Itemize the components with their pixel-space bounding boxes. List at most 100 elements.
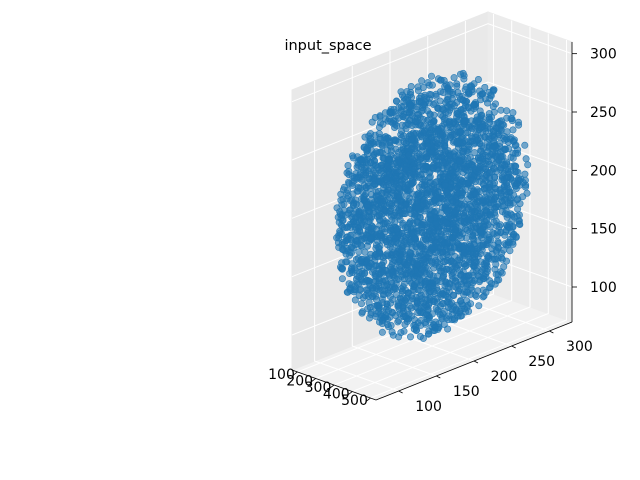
scatter-point (365, 263, 373, 271)
scatter-point (503, 188, 511, 196)
x-tick-label: 300 (305, 380, 332, 396)
scatter-point (514, 118, 522, 126)
scatter-point (407, 102, 415, 110)
scatter-point (372, 138, 380, 146)
scatter-point (397, 131, 405, 139)
scatter-point (360, 213, 368, 221)
scatter-point (441, 83, 449, 91)
scatter-point (378, 319, 386, 327)
scatter-point (427, 234, 435, 242)
scatter-point (366, 282, 374, 290)
scatter-point (397, 295, 405, 303)
scatter-point (443, 256, 451, 264)
scatter-point (444, 109, 452, 117)
scatter-point (441, 201, 449, 209)
scatter-point (464, 280, 472, 288)
y-tick-mark (436, 375, 441, 379)
scatter-point (401, 183, 409, 191)
scatter-point (524, 161, 532, 169)
scatter-point (428, 224, 436, 232)
x-tick-mark (348, 391, 353, 395)
scatter-point (352, 214, 360, 222)
scatter-point (419, 265, 427, 273)
scatter-point (470, 258, 478, 266)
scatter-point (509, 109, 517, 117)
scatter-point (427, 72, 435, 80)
scatter-point (457, 297, 465, 305)
scatter-point (494, 271, 502, 279)
scatter-point (441, 219, 449, 227)
scatter-point (443, 163, 451, 171)
scatter-point (479, 196, 487, 204)
scatter-point (358, 176, 366, 184)
scatter-point (453, 107, 461, 115)
scatter-point (436, 149, 444, 157)
scatter-point (383, 175, 391, 183)
y-tick-mark (549, 330, 554, 334)
scatter-point (374, 244, 382, 252)
scatter-point (361, 292, 369, 300)
scatter-point (497, 229, 505, 237)
scatter-point (337, 190, 345, 198)
scatter-point (391, 124, 399, 132)
axis-grid (291, 14, 573, 399)
scatter-point (421, 91, 429, 99)
scatter-point (367, 134, 375, 142)
scatter-point (502, 174, 510, 182)
scatter-point (450, 131, 458, 139)
scatter-point (344, 178, 352, 186)
scatter-point (386, 139, 394, 147)
scatter-point (428, 259, 436, 267)
scatter-point (477, 228, 485, 236)
scatter-point (413, 304, 421, 312)
scatter-point (428, 81, 436, 89)
scatter-point (372, 282, 380, 290)
scatter-point (428, 134, 436, 142)
scatter-point (452, 277, 460, 285)
scatter-point (476, 177, 484, 185)
y-tick-label: 300 (566, 339, 593, 355)
x-gridline (370, 40, 567, 399)
scatter-point (376, 148, 384, 156)
scatter-point (486, 277, 494, 285)
scatter-point (494, 254, 502, 262)
scatter-point (472, 292, 480, 300)
scatter-point (414, 204, 422, 212)
scatter-point (487, 196, 495, 204)
scatter-point (421, 247, 429, 255)
scatter-point (406, 333, 414, 341)
scatter-point (408, 179, 416, 187)
z-gridline (291, 23, 573, 103)
scatter-point (497, 190, 505, 198)
scatter-point (503, 213, 511, 221)
scatter-point (452, 176, 460, 184)
scatter-point (419, 334, 427, 342)
scatter-point (414, 87, 422, 95)
scatter-point (399, 221, 407, 229)
scatter-point (499, 246, 507, 254)
scatter-point (385, 200, 393, 208)
scatter-point (385, 306, 393, 314)
scatter-point (446, 154, 454, 162)
scatter-point (343, 224, 351, 232)
scatter-point (470, 240, 478, 248)
scatter-point (392, 235, 400, 243)
scatter-point (436, 302, 444, 310)
x-tick-mark (329, 384, 335, 389)
scatter-point (436, 278, 444, 286)
scatter-point (426, 271, 434, 279)
scatter-point (459, 149, 467, 157)
scatter-point (507, 228, 515, 236)
scatter-point (402, 173, 410, 181)
scatter-point (426, 111, 434, 119)
scatter-point (483, 268, 491, 276)
scatter-point (364, 207, 372, 215)
scatter-point (454, 89, 462, 97)
scatter-point (450, 74, 458, 82)
scatter-point (429, 276, 437, 284)
scatter-point (338, 245, 346, 253)
scatter-point (461, 200, 469, 208)
scatter-point (393, 276, 401, 284)
scatter-point (484, 221, 492, 229)
